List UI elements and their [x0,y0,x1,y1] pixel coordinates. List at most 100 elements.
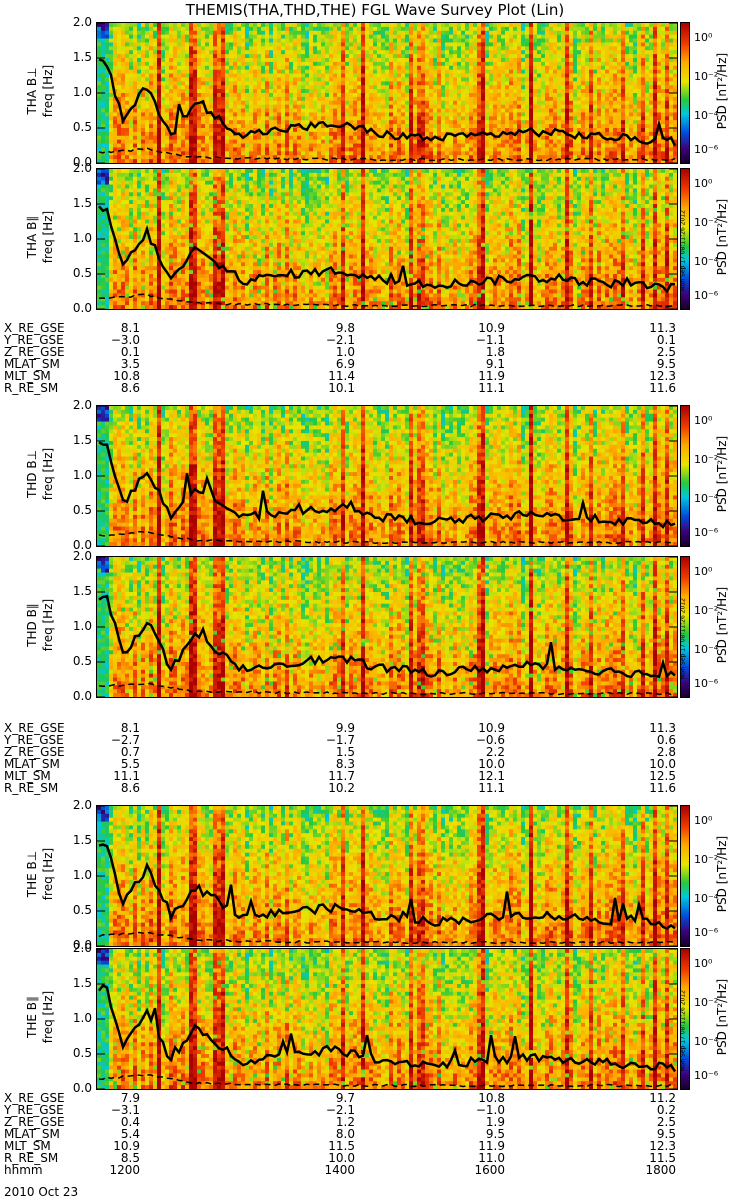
psd-cell [569,131,574,137]
psd-cell [461,58,466,63]
psd-cell [313,38,318,44]
psd-cell [137,85,142,90]
psd-cell [169,46,174,51]
psd-cell [641,42,646,47]
psd-cell [645,135,650,141]
psd-cell [369,93,374,98]
psd-cell [417,81,422,86]
psd-cell [569,50,574,55]
psd-cell [533,65,538,71]
psd-cell [369,155,374,160]
psd-cell [585,155,590,160]
psd-cell [349,42,354,47]
psd-cell [569,104,574,110]
psd-cell [273,143,278,149]
psd-cell [465,151,470,156]
psd-cell [641,81,646,86]
psd-cell [533,155,538,160]
psd-cell [537,50,542,55]
psd-cell [217,93,222,98]
psd-cell [565,112,570,117]
psd-cell [501,50,506,55]
psd-cell [509,50,514,55]
psd-cell [557,131,562,137]
psd-cell [393,159,398,163]
psd-cell [309,73,314,79]
psd-cell [341,100,346,106]
psd-cell [265,34,270,40]
psd-cell [281,77,286,82]
psd-cell [321,46,326,51]
psd-cell [537,73,542,79]
psd-cell [345,58,350,63]
psd-cell [645,81,650,86]
psd-cell [437,26,442,32]
psd-cell [385,23,390,28]
psd-cell [417,120,422,125]
psd-cell [473,155,478,160]
psd-cell [421,120,426,125]
psd-cell [293,159,298,163]
psd-cell [625,38,630,44]
psd-cell [241,112,246,117]
psd-cell [257,54,262,59]
psd-cell [553,135,558,141]
psd-cell [133,81,138,86]
psd-cell [537,104,542,110]
psd-cell [553,81,558,86]
psd-cell [205,50,210,55]
psd-cell [597,155,602,160]
psd-cell [353,30,358,36]
psd-cell [497,135,502,141]
psd-cell [641,46,646,51]
psd-cell [541,26,546,32]
psd-cell [165,46,170,51]
psd-cell [393,89,398,94]
psd-cell [349,26,354,32]
psd-cell [597,112,602,117]
psd-cell [161,96,166,102]
psd-cell [449,77,454,82]
psd-cell [637,135,642,141]
psd-cell [453,139,458,145]
psd-cell [393,139,398,145]
psd-cell [121,124,126,129]
psd-cell [281,143,286,149]
psd-cell [517,69,522,75]
psd-cell [405,23,410,28]
psd-cell [345,38,350,44]
psd-cell [497,54,502,59]
psd-cell [141,120,146,125]
psd-cell [337,131,342,137]
psd-cell [537,120,542,125]
psd-cell [213,54,218,59]
psd-cell [261,26,266,32]
psd-cell [373,159,378,163]
psd-cell [513,93,518,98]
psd-cell [293,96,298,102]
psd-cell [537,85,542,90]
psd-cell [253,128,258,133]
psd-cell [309,46,314,51]
psd-cell [493,108,498,114]
psd-cell [493,135,498,141]
psd-cell [501,128,506,133]
psd-cell [541,89,546,94]
psd-cell [461,34,466,40]
psd-cell [121,58,126,63]
psd-cell [413,81,418,86]
psd-cell [613,108,618,114]
psd-cell [149,69,154,75]
psd-cell [389,73,394,79]
psd-cell [585,116,590,121]
psd-cell [213,77,218,82]
psd-cell [357,143,362,149]
psd-cell [493,116,498,121]
psd-cell [533,151,538,156]
psd-cell [577,50,582,55]
psd-cell [569,81,574,86]
psd-cell [253,112,258,117]
psd-cell [557,50,562,55]
psd-cell [469,120,474,125]
psd-cell [465,159,470,163]
